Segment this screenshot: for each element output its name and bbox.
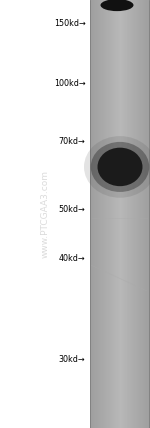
Bar [111, 0, 112, 428]
Bar [96, 0, 97, 428]
Bar [147, 0, 148, 428]
Text: 70kd→: 70kd→ [59, 137, 86, 146]
Bar [113, 0, 114, 428]
Bar [102, 0, 103, 428]
Bar [134, 0, 135, 428]
Ellipse shape [98, 148, 142, 186]
Bar [141, 0, 142, 428]
Ellipse shape [100, 0, 134, 11]
Bar [137, 0, 138, 428]
Bar [133, 0, 134, 428]
Bar [136, 0, 137, 428]
Bar [98, 0, 99, 428]
Bar [128, 0, 129, 428]
Bar [138, 0, 139, 428]
Bar [94, 0, 95, 428]
Bar [108, 0, 109, 428]
Bar [117, 0, 118, 428]
Bar [112, 0, 113, 428]
Bar [124, 0, 125, 428]
Bar [123, 0, 124, 428]
Bar [110, 0, 111, 428]
Bar [143, 0, 144, 428]
Ellipse shape [91, 142, 149, 192]
Bar [106, 0, 107, 428]
Bar [127, 0, 128, 428]
Bar [103, 0, 104, 428]
Bar [120, 0, 121, 428]
Bar [132, 0, 133, 428]
Bar [139, 0, 140, 428]
Bar [100, 0, 101, 428]
Bar [107, 0, 108, 428]
Bar [114, 0, 115, 428]
Bar [99, 0, 100, 428]
Bar [116, 0, 117, 428]
Text: www.PTCGAA3.com: www.PTCGAA3.com [40, 170, 50, 258]
Bar [93, 0, 94, 428]
Bar [122, 0, 123, 428]
Bar [121, 0, 122, 428]
Bar [109, 0, 110, 428]
Bar [91, 0, 92, 428]
Bar [125, 0, 126, 428]
Bar [145, 0, 146, 428]
Bar [118, 0, 119, 428]
Bar [131, 0, 132, 428]
Bar [135, 0, 136, 428]
Bar [92, 0, 93, 428]
Text: 100kd→: 100kd→ [54, 79, 85, 88]
Bar [144, 0, 145, 428]
Text: 150kd→: 150kd→ [54, 19, 85, 28]
Text: 40kd→: 40kd→ [59, 254, 86, 264]
Bar [115, 0, 116, 428]
Ellipse shape [84, 136, 150, 198]
Bar [130, 0, 131, 428]
Bar [95, 0, 96, 428]
Bar [126, 0, 127, 428]
Bar [140, 0, 141, 428]
Bar [104, 0, 105, 428]
Bar [97, 0, 98, 428]
Bar [129, 0, 130, 428]
Bar [142, 0, 143, 428]
Bar [149, 0, 150, 428]
Bar [146, 0, 147, 428]
Bar [119, 0, 120, 428]
Text: 30kd→: 30kd→ [59, 355, 86, 364]
Bar [90, 0, 91, 428]
Bar [101, 0, 102, 428]
Text: 50kd→: 50kd→ [59, 205, 86, 214]
Bar [148, 0, 149, 428]
Bar [105, 0, 106, 428]
